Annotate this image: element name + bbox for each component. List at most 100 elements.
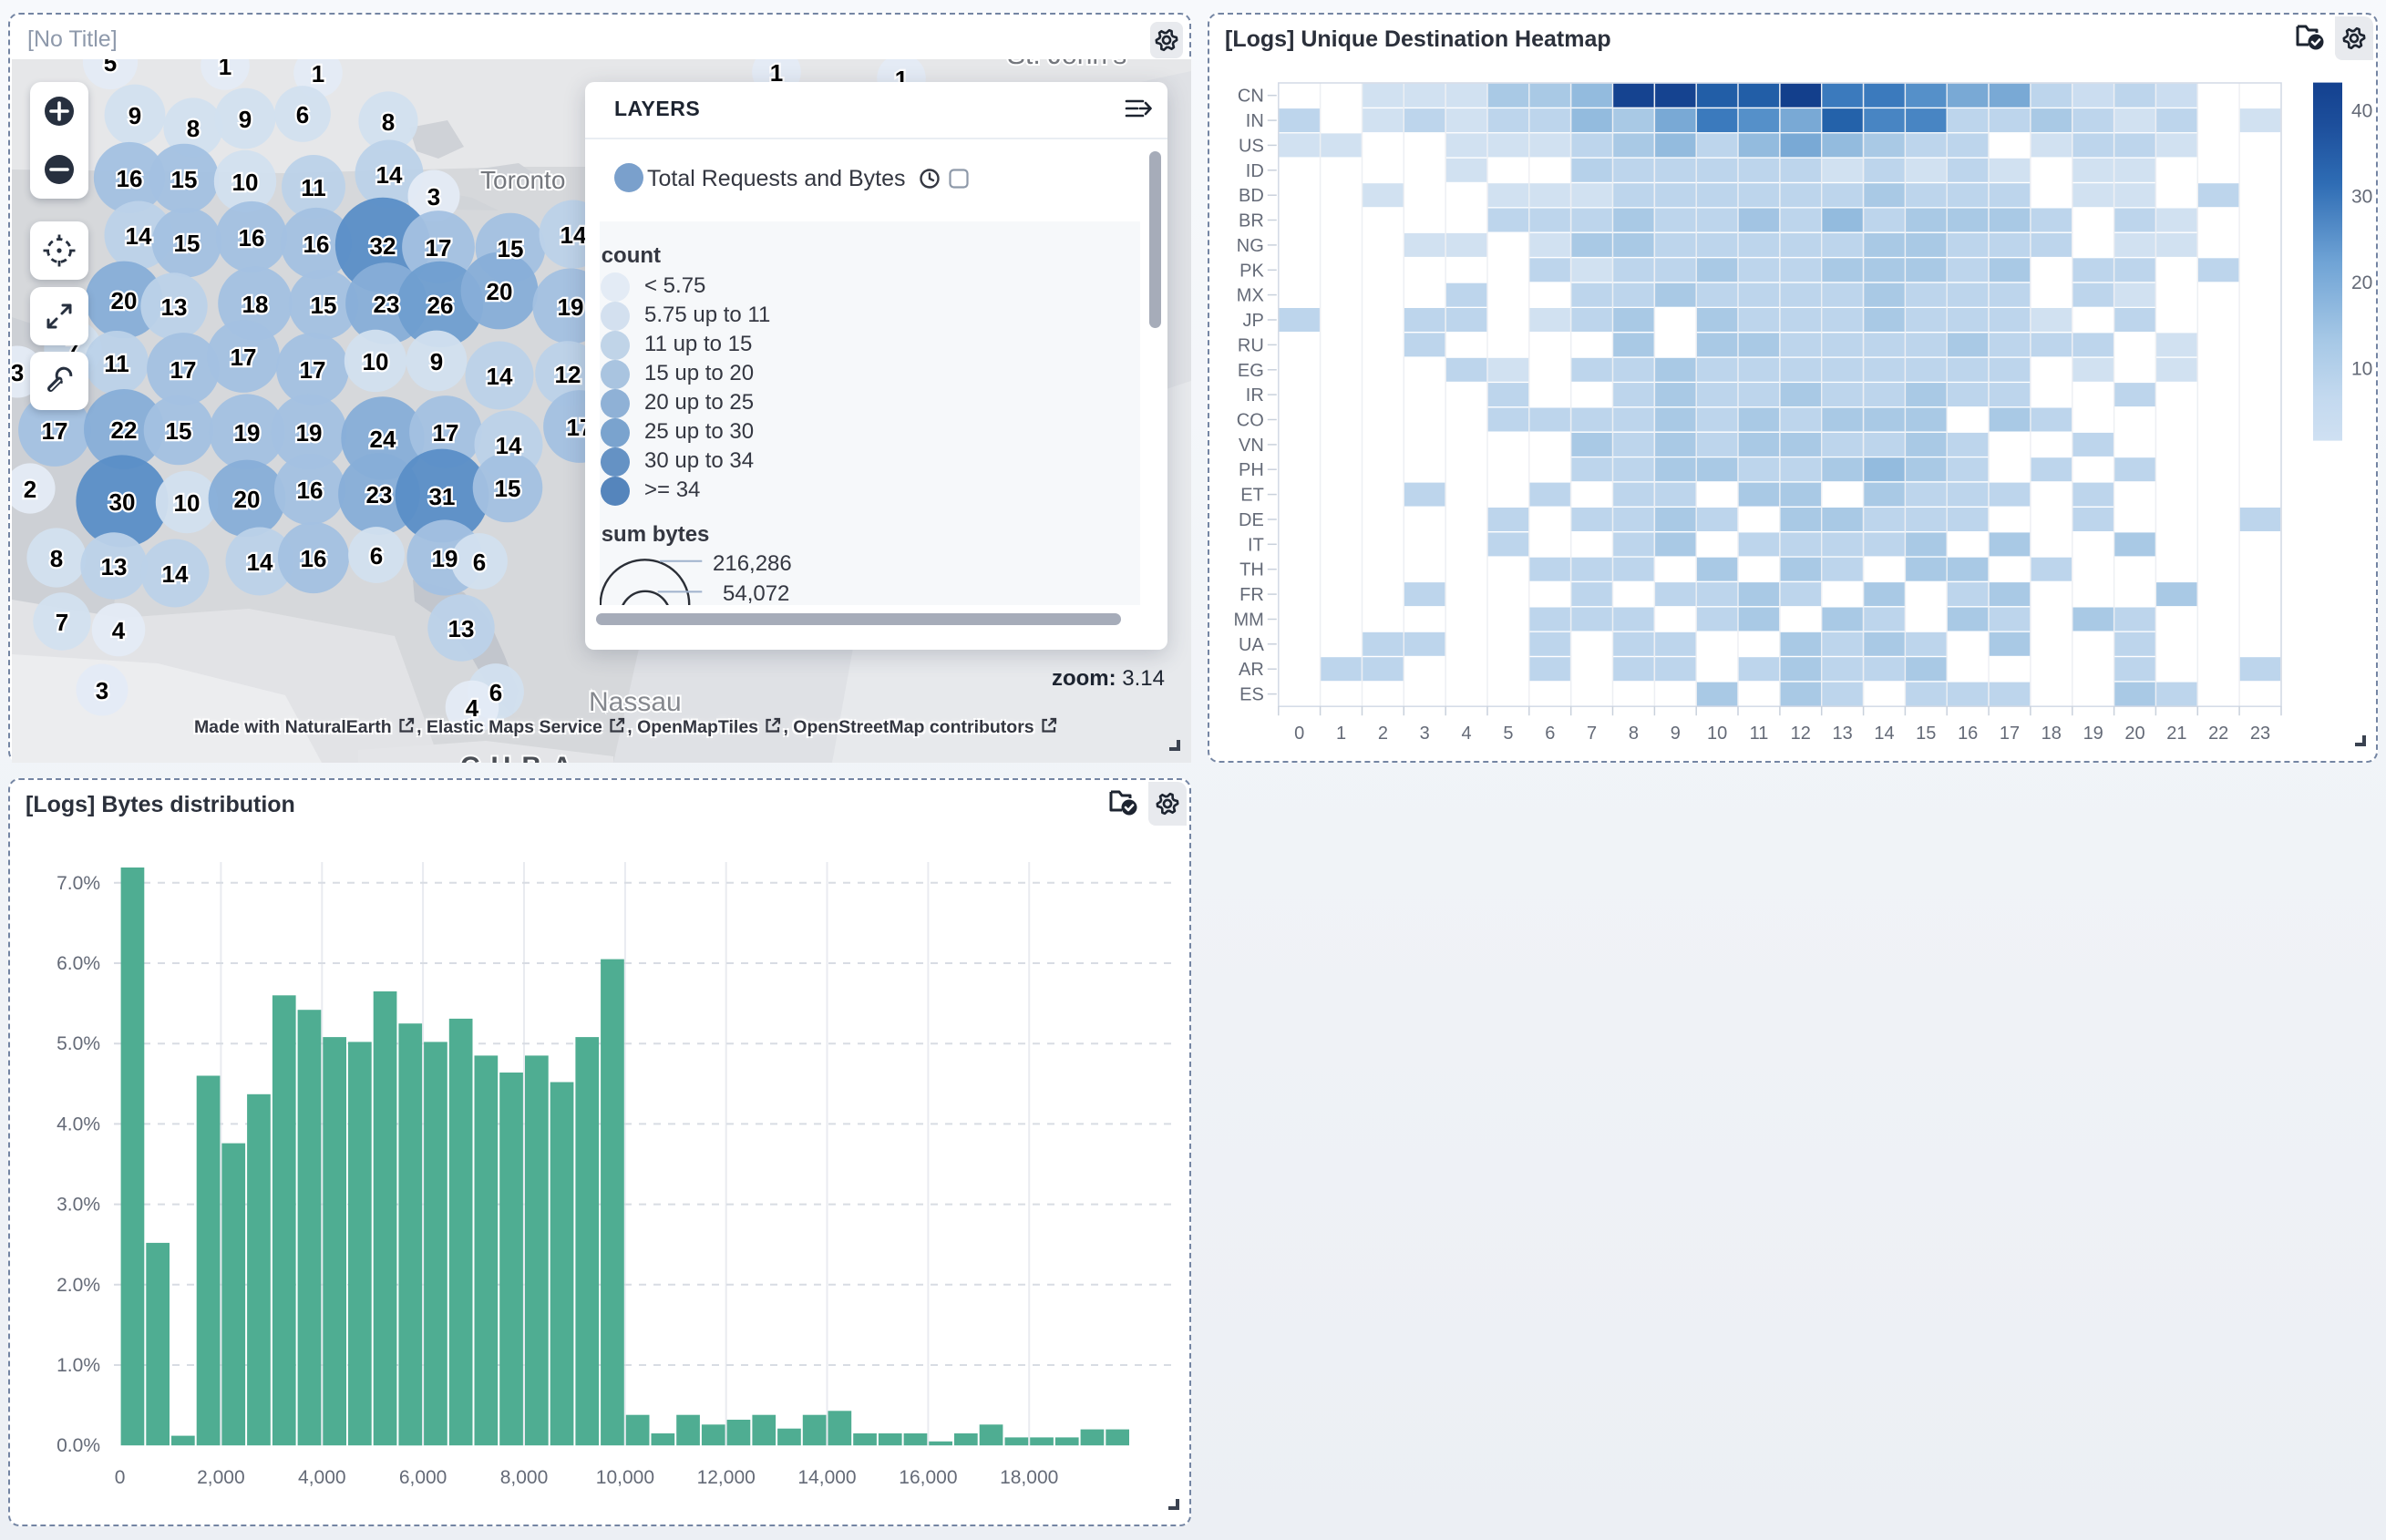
svg-text:15: 15 (1916, 724, 1936, 744)
svg-text:14: 14 (496, 432, 522, 459)
svg-text:BR: BR (1239, 211, 1264, 231)
svg-text:16: 16 (303, 231, 330, 258)
svg-text:Toronto: Toronto (480, 166, 565, 194)
svg-text:2: 2 (24, 476, 36, 503)
svg-text:7: 7 (1587, 724, 1597, 744)
svg-text:6: 6 (473, 549, 486, 576)
svg-text:16: 16 (1958, 724, 1978, 744)
svg-text:20: 20 (234, 486, 261, 513)
svg-text:3: 3 (1420, 724, 1430, 744)
svg-text:1.0%: 1.0% (57, 1355, 100, 1376)
svg-text:14: 14 (126, 222, 152, 250)
svg-text:15: 15 (166, 417, 192, 445)
svg-text:0.0%: 0.0% (57, 1435, 100, 1456)
svg-text:19: 19 (2083, 724, 2103, 744)
svg-text:1: 1 (219, 53, 231, 80)
svg-text:2: 2 (1378, 724, 1388, 744)
svg-text:3: 3 (96, 677, 108, 704)
svg-text:30: 30 (109, 488, 136, 516)
svg-text:6: 6 (296, 101, 309, 128)
svg-text:13: 13 (161, 293, 188, 321)
svg-text:8: 8 (1629, 724, 1639, 744)
svg-text:13: 13 (448, 615, 475, 642)
svg-text:IR: IR (1246, 385, 1264, 406)
svg-text:RU: RU (1238, 335, 1264, 355)
svg-text:8: 8 (382, 108, 395, 136)
svg-text:10: 10 (232, 169, 259, 196)
svg-text:10: 10 (363, 348, 389, 375)
svg-text:12: 12 (1791, 724, 1811, 744)
svg-text:13: 13 (101, 553, 128, 580)
svg-text:ID: ID (1246, 161, 1264, 181)
svg-text:NG: NG (1237, 236, 1264, 256)
svg-text:TH: TH (1239, 560, 1264, 580)
svg-text:0: 0 (1294, 724, 1304, 744)
svg-text:1: 1 (312, 60, 324, 87)
svg-text:Nassau: Nassau (589, 687, 682, 717)
svg-text:16: 16 (117, 165, 143, 192)
svg-text:32: 32 (370, 232, 396, 260)
svg-text:14: 14 (247, 549, 273, 576)
svg-text:4,000: 4,000 (298, 1467, 346, 1488)
svg-text:17: 17 (2000, 724, 2020, 744)
svg-text:IN: IN (1246, 111, 1264, 131)
svg-text:13: 13 (1832, 724, 1852, 744)
svg-text:10: 10 (2351, 358, 2372, 379)
svg-text:11: 11 (104, 350, 129, 377)
svg-text:10: 10 (174, 489, 201, 517)
svg-text:14: 14 (487, 363, 513, 390)
svg-text:JP: JP (1242, 311, 1263, 331)
svg-text:9: 9 (430, 348, 443, 375)
svg-text:St. John’s: St. John’s (1007, 40, 1126, 70)
svg-text:3.0%: 3.0% (57, 1195, 100, 1216)
svg-text:30: 30 (2351, 187, 2372, 208)
svg-text:UA: UA (1239, 635, 1264, 655)
svg-text:11: 11 (1750, 724, 1769, 744)
svg-text:18: 18 (2041, 724, 2062, 744)
svg-text:CO: CO (1237, 411, 1264, 431)
svg-text:FR: FR (1239, 585, 1264, 605)
svg-text:11: 11 (301, 174, 326, 201)
svg-text:16: 16 (297, 477, 324, 504)
svg-text:24: 24 (370, 426, 396, 453)
svg-text:20: 20 (111, 287, 138, 314)
svg-text:16: 16 (301, 545, 327, 572)
svg-text:15: 15 (495, 475, 521, 502)
svg-text:1: 1 (770, 59, 783, 87)
svg-text:22: 22 (2208, 724, 2228, 744)
svg-text:23: 23 (2250, 724, 2270, 744)
svg-text:6: 6 (1545, 724, 1555, 744)
svg-text:2.0%: 2.0% (57, 1275, 100, 1296)
svg-text:6,000: 6,000 (399, 1467, 447, 1488)
svg-text:EG: EG (1238, 361, 1264, 381)
svg-text:4.0%: 4.0% (57, 1114, 100, 1134)
svg-text:8: 8 (187, 115, 200, 142)
svg-text:18: 18 (242, 291, 269, 318)
svg-text:15: 15 (174, 230, 201, 257)
svg-text:7: 7 (56, 609, 68, 636)
svg-text:MX: MX (1237, 286, 1264, 306)
svg-text:31: 31 (429, 483, 456, 510)
svg-text:22: 22 (111, 416, 138, 444)
svg-text:23: 23 (366, 481, 393, 508)
svg-text:DE: DE (1239, 510, 1264, 530)
svg-text:US: US (1239, 136, 1264, 156)
svg-text:4: 4 (466, 694, 479, 722)
svg-text:14: 14 (561, 221, 587, 249)
svg-text:16: 16 (239, 224, 265, 252)
svg-text:26: 26 (427, 292, 454, 319)
svg-text:16,000: 16,000 (899, 1467, 957, 1488)
svg-text:IT: IT (1248, 535, 1264, 555)
svg-text:4: 4 (1462, 724, 1472, 744)
svg-text:VN: VN (1239, 436, 1264, 456)
svg-text:6.0%: 6.0% (57, 953, 100, 974)
svg-text:10: 10 (1707, 724, 1727, 744)
svg-text:2,000: 2,000 (197, 1467, 245, 1488)
svg-text:23: 23 (374, 291, 400, 318)
svg-text:CN: CN (1238, 87, 1264, 107)
svg-text:15: 15 (498, 235, 524, 262)
svg-text:6: 6 (489, 679, 502, 706)
svg-text:15: 15 (171, 166, 198, 193)
svg-text:MM: MM (1233, 611, 1263, 631)
svg-text:20: 20 (2351, 272, 2372, 293)
